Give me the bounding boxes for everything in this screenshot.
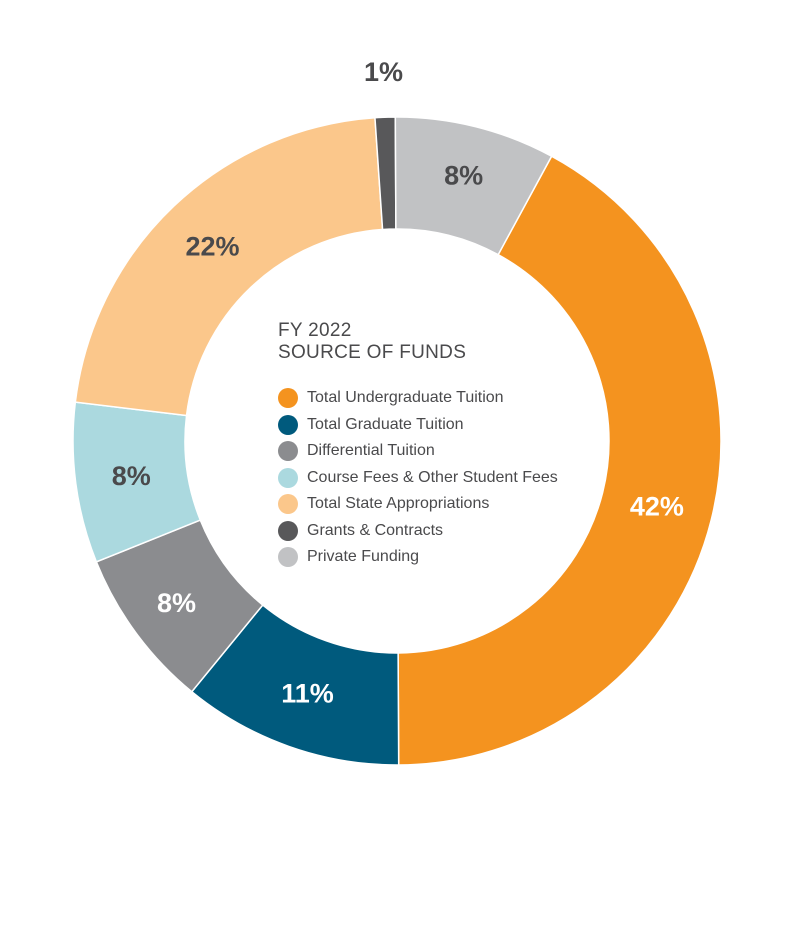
legend-item-course-fees-other-student-fees: Course Fees & Other Student Fees bbox=[278, 465, 558, 492]
slice-label-total-state-appropriations: 22% bbox=[185, 232, 239, 262]
legend-swatch-total-graduate-tuition bbox=[278, 414, 298, 435]
slice-label-grants-contracts: 1% bbox=[364, 57, 403, 87]
slice-label-total-graduate-tuition: 11% bbox=[281, 679, 334, 709]
slice-label-total-undergraduate-tuition: 42% bbox=[630, 491, 684, 521]
legend-label-differential-tuition: Differential Tuition bbox=[307, 442, 435, 460]
legend-item-total-graduate-tuition: Total Graduate Tuition bbox=[278, 412, 558, 439]
legend-swatch-private-funding bbox=[278, 547, 298, 568]
legend-label-total-state-appropriations: Total State Appropriations bbox=[307, 495, 490, 513]
legend-swatch-course-fees-other-student-fees bbox=[278, 467, 298, 488]
legend-swatch-total-state-appropriations bbox=[278, 494, 298, 515]
legend-item-total-state-appropriations: Total State Appropriations bbox=[278, 491, 558, 518]
legend-item-total-undergraduate-tuition: Total Undergraduate Tuition bbox=[278, 385, 558, 412]
chart-title-line-1: FY 2022 bbox=[278, 320, 352, 341]
legend-label-private-funding: Private Funding bbox=[307, 548, 420, 566]
chart-title-line-2: SOURCE OF FUNDS bbox=[278, 342, 467, 363]
slice-labels-group: 42% 11% 8% 8% 22% 1% 8% bbox=[112, 57, 684, 709]
slice-total-state-appropriations bbox=[74, 116, 384, 417]
legend-item-private-funding: Private Funding bbox=[278, 544, 558, 571]
slice-label-course-fees-other-student-fees: 8% bbox=[112, 461, 151, 491]
legend-swatch-differential-tuition bbox=[278, 441, 298, 462]
slices-group bbox=[72, 116, 722, 766]
legend-label-total-undergraduate-tuition: Total Undergraduate Tuition bbox=[307, 389, 504, 407]
slice-label-private-funding: 8% bbox=[444, 161, 483, 191]
legend-label-total-graduate-tuition: Total Graduate Tuition bbox=[307, 415, 464, 433]
legend-swatch-grants-contracts bbox=[278, 520, 298, 541]
slice-total-undergraduate-tuition bbox=[397, 155, 722, 766]
legend-item-grants-contracts: Grants & Contracts bbox=[278, 518, 558, 545]
legend: Total Undergraduate Tuition Total Graduat… bbox=[278, 385, 558, 571]
slice-private-funding bbox=[394, 116, 553, 256]
legend-swatch-total-undergraduate-tuition bbox=[278, 388, 298, 409]
slice-label-differential-tuition: 8% bbox=[157, 588, 196, 618]
legend-label-grants-contracts: Grants & Contracts bbox=[307, 521, 444, 539]
legend-item-differential-tuition: Differential Tuition bbox=[278, 438, 558, 465]
chart-title: FY 2022 SOURCE OF FUNDS bbox=[278, 320, 466, 364]
legend-label-course-fees-other-student-fees: Course Fees & Other Student Fees bbox=[307, 468, 558, 486]
